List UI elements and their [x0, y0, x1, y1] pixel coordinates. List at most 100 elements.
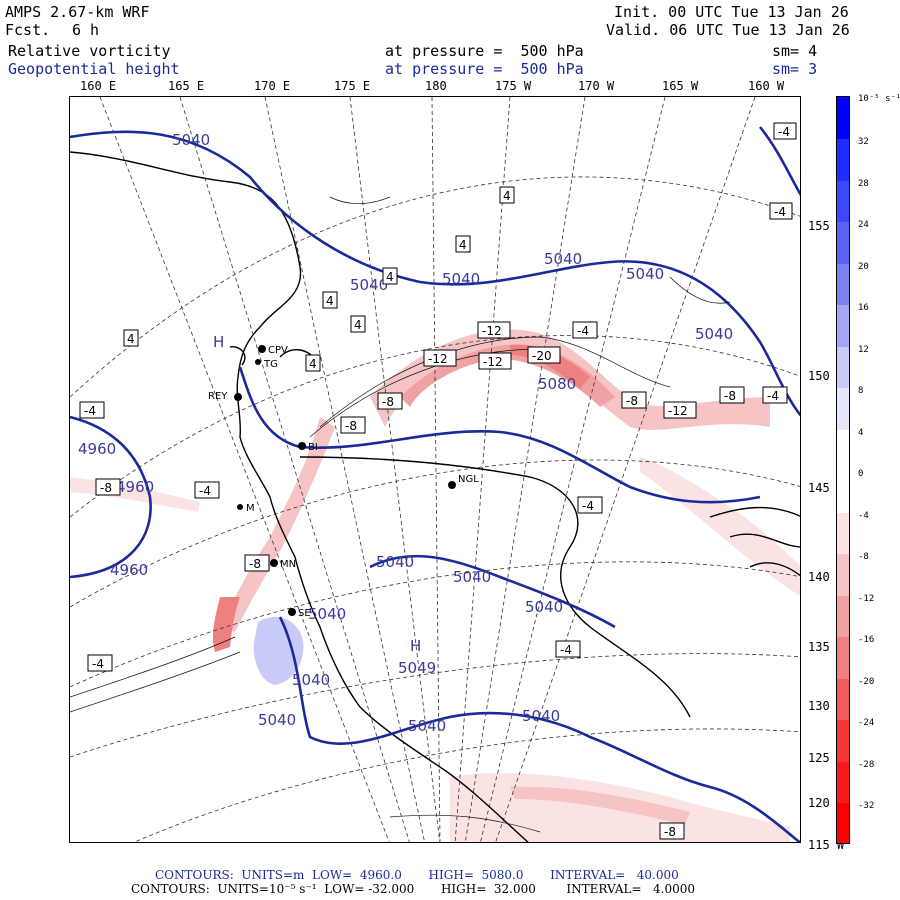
station-label: MN: [280, 559, 296, 570]
height-label: 5040: [292, 671, 330, 689]
colorbar-tick: 16: [858, 303, 869, 313]
vort-label: 4: [459, 238, 467, 252]
station-label: NGL: [458, 474, 479, 485]
colorbar-segment: [837, 264, 849, 305]
height-label: 5049: [398, 659, 436, 677]
height-label: 4960: [116, 478, 154, 496]
vort-label: -4: [560, 643, 572, 657]
colorbar-segment: [837, 97, 849, 139]
station-marker: [234, 393, 242, 401]
colorbar-tick: 24: [858, 220, 869, 230]
vort-label: -4: [577, 324, 589, 338]
colorbar: [836, 96, 850, 844]
vort-label: 4: [127, 332, 135, 346]
vort-label: -8: [382, 395, 394, 409]
height-label: 5040: [408, 717, 446, 735]
height-contours: [70, 126, 800, 842]
valid-time: Valid. 06 UTC Tue 13 Jan 26: [606, 21, 850, 39]
colorbar-segment: [837, 305, 849, 347]
field2-level: at pressure = 500 hPa: [385, 60, 584, 78]
init-time: Init. 00 UTC Tue 13 Jan 26: [614, 3, 849, 21]
colorbar-tick: 4: [858, 428, 864, 438]
colorbar-tick: -32: [858, 801, 875, 811]
station-marker: [255, 359, 261, 365]
map-panel: CPV TG REY BI NGL MN SE M 5040 5040 5040…: [69, 96, 801, 843]
colorbar-tick: -20: [858, 677, 875, 687]
station-marker: [448, 481, 456, 489]
vort-label: -4: [84, 404, 96, 418]
vort-label: -8: [626, 394, 638, 408]
contour-5040-north: [70, 130, 800, 417]
height-label: H: [410, 637, 421, 655]
vort-label: -20: [532, 349, 552, 363]
field2-smoothing: sm= 3: [772, 60, 818, 78]
model-title: AMPS 2.67-km WRF: [5, 3, 150, 21]
colorbar-tick: -28: [858, 760, 875, 770]
field1-smoothing: sm= 4: [772, 42, 818, 60]
colorbar-tick: -4: [858, 511, 869, 521]
colorbar-segment: [837, 513, 849, 554]
colorbar-tick: 8: [858, 386, 864, 396]
vort-label: -8: [100, 481, 112, 495]
height-label: 5040: [453, 568, 491, 586]
vort-label: 4: [326, 294, 334, 308]
colorbar-segment: [837, 679, 849, 720]
field1-name: Relative vorticity: [8, 42, 171, 60]
height-label: 5080: [538, 375, 576, 393]
colorbar-segment: [837, 139, 849, 181]
contour-5040-inner: [238, 366, 761, 504]
height-label: 4960: [110, 561, 148, 579]
colorbar-segment: [837, 554, 849, 596]
vort-label: -4: [199, 484, 211, 498]
vort-label: -4: [774, 205, 786, 219]
station-marker: [270, 559, 278, 567]
map-svg: CPV TG REY BI NGL MN SE M 5040 5040 5040…: [70, 97, 800, 842]
station-label: REY: [208, 391, 228, 402]
vort-core-west: [212, 597, 240, 652]
vort-label: 4: [386, 270, 394, 284]
vorticity-contour-info: CONTOURS: UNITS=10⁻⁵ s⁻¹ LOW= -32.000 HI…: [131, 882, 695, 896]
height-label: 5040: [258, 711, 296, 729]
height-label: 5040: [626, 265, 664, 283]
station-marker: [237, 504, 243, 510]
colorbar-segment: [837, 430, 849, 513]
station-label: SE: [298, 608, 311, 619]
station-label: M: [246, 503, 255, 514]
field2-name: Geopotential height: [8, 60, 180, 78]
height-label: 5040: [544, 250, 582, 268]
station-label: TG: [263, 359, 278, 370]
lon-label: 165 W: [662, 79, 699, 93]
vort-east: [640, 457, 800, 596]
colorbar-tick: 32: [858, 137, 869, 147]
vort-label: -4: [767, 389, 779, 403]
lon-label: 160 W: [748, 79, 785, 93]
vort-label: -4: [582, 499, 594, 513]
colorbar-segment: [837, 762, 849, 803]
height-label: 5040: [695, 325, 733, 343]
height-label: 5040: [522, 707, 560, 725]
lon-label: 175 E: [334, 79, 371, 93]
field1-level: at pressure = 500 hPa: [385, 42, 584, 60]
height-label: 5040: [442, 270, 480, 288]
lon-label: 180: [425, 79, 447, 93]
height-label: 5040: [172, 131, 210, 149]
colorbar-tick: 0: [858, 469, 864, 479]
colorbar-segment: [837, 803, 849, 843]
contour-5040-mid: [369, 554, 616, 629]
vort-label: -12: [428, 352, 448, 366]
colorbar-tick: -12: [858, 594, 875, 604]
vort-labels: -4 -4 4 4 4 4 4 4 4 -12 -12 -12 -20: [79, 122, 797, 840]
vort-positive-blue: [253, 617, 304, 685]
colorbar-segment: [837, 596, 849, 637]
colorbar-tick: -24: [858, 718, 875, 728]
vort-band-west: [220, 417, 335, 632]
height-label: 5040: [350, 276, 388, 294]
colorbar-tick: 20: [858, 262, 869, 272]
station-marker: [258, 345, 266, 353]
colorbar-segment: [837, 637, 849, 679]
colorbar-segment: [837, 388, 849, 430]
colorbar-tick: -8: [858, 552, 869, 562]
vort-label: -8: [345, 419, 357, 433]
forecast-hour: 6 h: [72, 21, 100, 39]
lon-label: 175 W: [495, 79, 532, 93]
